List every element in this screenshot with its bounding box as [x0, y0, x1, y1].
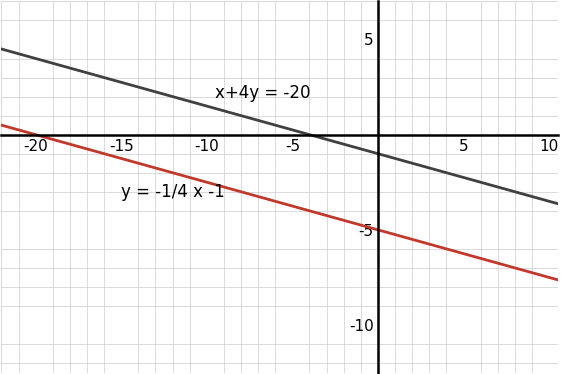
Text: x+4y = -20: x+4y = -20 [215, 84, 311, 102]
Text: y = -1/4 x -1: y = -1/4 x -1 [121, 183, 225, 201]
